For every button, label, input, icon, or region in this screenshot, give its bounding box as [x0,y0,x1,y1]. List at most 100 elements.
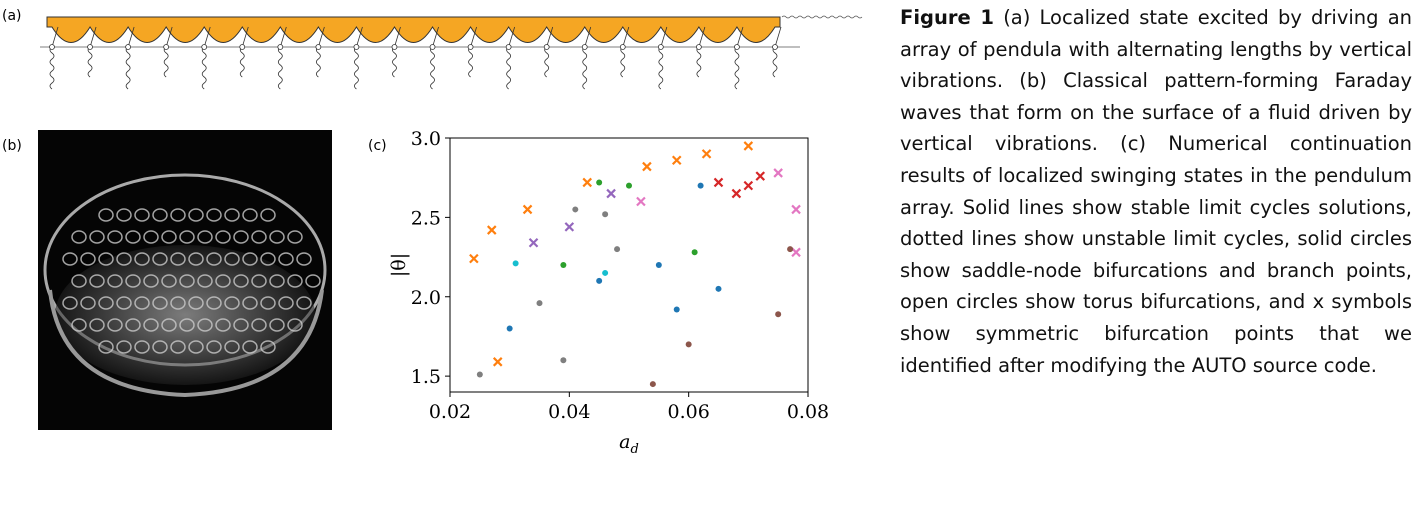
rod [622,26,630,48]
ripple [179,318,195,332]
rod [660,26,668,48]
spring [582,46,588,90]
x-marker [606,188,616,199]
panel-label: (c) [368,138,387,154]
ripple [89,230,105,244]
rod [51,26,59,48]
ripple [278,296,294,310]
ripple [71,274,87,288]
ripple [260,208,276,222]
x-axis-label: ad [619,431,639,457]
spring [468,46,473,78]
pivot [467,44,474,50]
x-marker [671,155,682,166]
x-marker [701,149,712,159]
ripple [170,296,186,310]
spring [315,46,321,78]
rod [394,26,401,48]
spring [87,46,93,78]
ripple [152,208,168,222]
spring [125,46,131,90]
ripple [143,230,159,244]
spring [696,46,702,78]
top-wave [781,15,863,19]
point [626,182,632,189]
x-marker [582,177,593,188]
spring [392,46,397,78]
ripple [116,208,132,222]
ripple [107,230,123,244]
x-marker [636,196,646,207]
ripple [134,208,150,222]
rod [432,26,439,48]
ripple [161,318,177,332]
ripple [152,252,168,266]
caption-label: Figure 1 [900,6,995,29]
ripple [215,274,231,288]
point [476,371,483,378]
x-tick-label: 0.02 [429,401,471,423]
x-marker [755,171,766,181]
spring [544,46,550,78]
ripple [152,340,168,354]
figure: (a) (b) (c) 0.02 0.04 0.06 0.08 1.5 2.0 2.5 3.0… [2,8,863,457]
ripple [287,230,303,244]
spring [239,46,245,78]
ripple [170,252,186,266]
pivot [277,44,284,50]
ripple [98,296,114,310]
x-marker [791,204,801,215]
spring [277,46,283,90]
point [787,246,794,253]
pivot [353,44,360,50]
pivot [87,44,93,50]
point [536,300,543,307]
ripple [260,296,276,310]
point [649,381,656,388]
ripple [116,296,132,310]
rod [317,26,325,48]
ripple [224,252,240,266]
ripple [269,274,285,288]
ripple [233,274,249,288]
spring [163,46,169,78]
ripple [215,230,231,244]
point [512,260,519,267]
spring [354,46,359,90]
pivot [315,44,322,50]
ripple [197,318,213,332]
ripple [134,252,150,266]
ripple [71,230,87,244]
x-tick-label: 0.06 [668,401,710,423]
pivot [581,44,588,50]
ripple [98,340,114,354]
spring [658,46,664,90]
pivot [619,44,626,50]
pendulum-array [40,15,863,90]
ripple [170,340,186,354]
rod [698,26,706,48]
ripple [188,208,204,222]
ripple [188,296,204,310]
pivot [543,44,550,50]
ripple [125,230,141,244]
panel-label: (b) [2,138,22,154]
x-marker [469,253,479,264]
ripple [269,318,285,332]
point [506,325,513,332]
ripple [197,230,213,244]
x-marker [731,188,742,199]
spring [49,46,55,90]
spring [430,46,435,90]
ripple [260,252,276,266]
ripple [242,296,258,310]
x-marker [743,141,754,151]
pivot [772,44,778,50]
pivot [163,44,170,50]
axes-frame [449,137,809,393]
x-marker [522,204,533,215]
x-marker [642,161,652,172]
ripple [251,318,267,332]
point [691,249,698,256]
